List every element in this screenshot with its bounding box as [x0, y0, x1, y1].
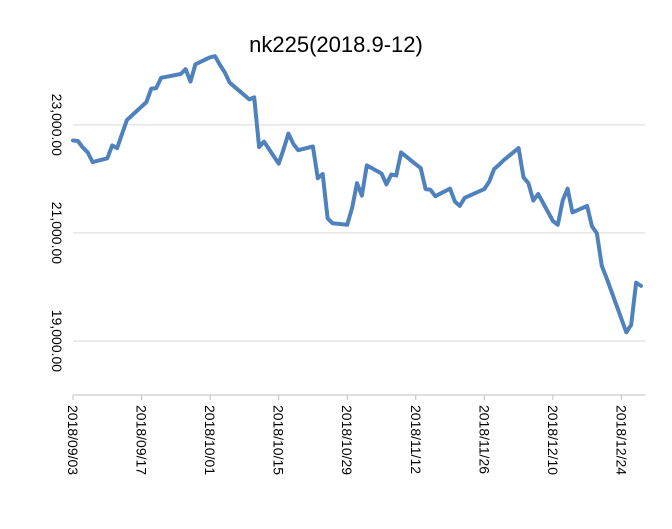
x-tick-label: 2018/11/12 [408, 405, 424, 474]
x-tick-label: 2018/12/24 [613, 405, 629, 475]
x-tick-label: 2018/10/29 [339, 405, 355, 475]
gridlines [73, 124, 645, 342]
y-tick-label: 23,000.00 [49, 94, 65, 156]
y-tick-label: 19,000.00 [49, 310, 65, 372]
y-tick-label: 21,000.00 [49, 202, 65, 264]
x-tick-label: 2018/11/26 [476, 405, 492, 474]
x-tick-label: 2018/12/10 [545, 405, 561, 475]
x-tick-label: 2018/10/15 [271, 405, 287, 475]
series-line-0 [71, 54, 643, 335]
x-tick-label: 2018/09/03 [65, 405, 81, 475]
x-axis-tick-labels: 2018/09/03 2018/09/17 2018/10/01 2018/10/15… [65, 405, 629, 475]
series-group [71, 54, 643, 335]
y-axis-tick-labels: 19,000.00 21,000.00 23,000.00 [49, 94, 65, 373]
x-tick-label: 2018/10/01 [202, 405, 218, 475]
chart-title: nk225(2018.9-12) [249, 32, 423, 57]
x-axis [72, 394, 645, 400]
x-tick-label: 2018/09/17 [134, 405, 150, 475]
